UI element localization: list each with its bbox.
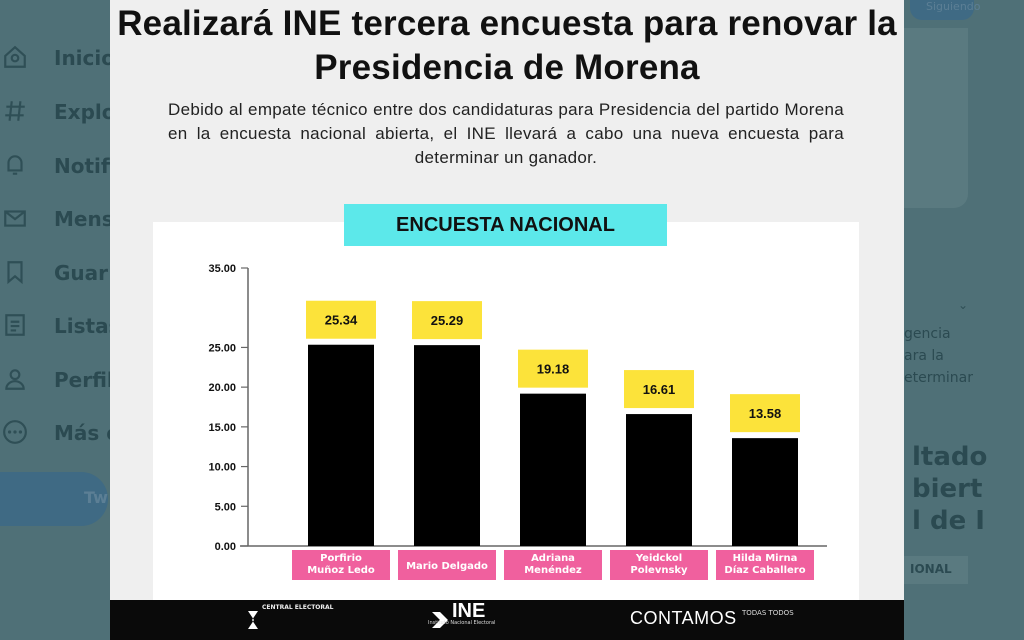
central-electoral-text: CENTRAL ELECTORAL xyxy=(262,604,334,611)
right-badge-label: IONAL xyxy=(910,562,952,576)
ine-logo-subtitle: Instituto Nacional Electoral xyxy=(428,620,496,626)
contamos-logo-text: CONTAMOS xyxy=(630,608,737,628)
data-label: 25.34 xyxy=(325,313,358,328)
tweet-button[interactable]: Tw xyxy=(0,472,108,526)
background-sidebar: Inicio Explo Notifi Mens Guar Listas Per… xyxy=(0,0,120,640)
right-headline-line: biert xyxy=(912,474,983,504)
nav-label: Explo xyxy=(54,100,116,124)
person-icon xyxy=(5,369,25,390)
category-label: Adriana xyxy=(531,553,575,564)
headline: Realizará INE tercera encuesta para reno… xyxy=(117,4,897,87)
bar xyxy=(520,393,586,546)
right-text-line: ara la xyxy=(904,348,944,364)
category-label: Menéndez xyxy=(524,564,582,576)
nav-item-home[interactable]: Inicio xyxy=(0,38,115,78)
contamos-logo-small: TODAS TODOS xyxy=(742,609,794,617)
data-label: 13.58 xyxy=(749,406,782,421)
home-icon xyxy=(4,45,26,68)
ine-logo-icon xyxy=(432,612,448,628)
category-label: Mario Delgado xyxy=(406,561,488,572)
category-label: Díaz Caballero xyxy=(724,564,805,576)
y-tick-label: 15.00 xyxy=(208,422,236,434)
bar xyxy=(626,414,692,546)
data-label-box xyxy=(412,301,482,340)
nav-item-lists[interactable]: Listas xyxy=(0,306,120,346)
chart-title: ENCUESTA NACIONAL xyxy=(344,204,667,246)
right-badge: IONAL xyxy=(904,556,968,584)
tweet-button-label: Tw xyxy=(84,488,108,507)
nav-item-explore[interactable]: Explo xyxy=(0,92,115,132)
list-icon xyxy=(5,314,25,336)
follow-pill[interactable]: Siguiendo xyxy=(910,0,981,20)
category-label-box xyxy=(398,550,496,580)
bell-icon xyxy=(7,155,23,175)
bar-chart: 0.00 5.00 10.00 15.00 20.00 25.00 35.00 25.34 Po… xyxy=(208,263,827,580)
category-label-box xyxy=(292,550,390,580)
chevron-down-icon[interactable]: ⌄ xyxy=(958,298,969,312)
nav-item-profile[interactable]: Perfil xyxy=(0,360,114,400)
more-icon xyxy=(3,420,27,444)
category-label-box xyxy=(504,550,602,580)
nav-label: Más o xyxy=(54,421,121,445)
nav-label: Inicio xyxy=(54,46,115,70)
data-label: 16.61 xyxy=(643,382,676,397)
category-label: Porfirio xyxy=(320,553,362,564)
right-headline-line: l de I xyxy=(912,506,985,536)
nav-label: Notifi xyxy=(54,154,116,178)
nav-item-bookmarks[interactable]: Guar xyxy=(0,253,110,293)
nav-label: Listas xyxy=(54,314,121,338)
category-label-box xyxy=(610,550,708,580)
mail-icon xyxy=(4,210,26,227)
bar xyxy=(414,345,480,546)
right-text-line: gencia xyxy=(904,326,951,342)
follow-pill-label: Siguiendo xyxy=(926,0,981,13)
data-label: 19.18 xyxy=(537,362,570,377)
nav-item-more[interactable]: Más o xyxy=(0,413,120,453)
data-label-box xyxy=(518,349,588,388)
bar xyxy=(308,344,374,546)
data-label-box xyxy=(730,394,800,433)
nav-label: Perfil xyxy=(54,368,114,392)
data-label: 25.29 xyxy=(431,313,464,328)
category-label-box xyxy=(716,550,814,580)
subtitle: Debido al empate técnico entre dos candi… xyxy=(168,100,844,167)
central-electoral-logo-icon xyxy=(248,611,258,629)
y-tick-label: 35.00 xyxy=(208,263,236,275)
data-label-box xyxy=(306,300,376,339)
right-headline-line: ltado xyxy=(912,442,988,472)
category-label: Polevnsky xyxy=(630,565,688,576)
y-tick-label: 0.00 xyxy=(215,541,236,553)
bookmark-icon xyxy=(7,261,23,285)
y-tick-label: 10.00 xyxy=(208,462,236,474)
hashtag-icon xyxy=(5,101,25,121)
y-tick-label: 20.00 xyxy=(208,382,236,394)
nav-label: Mens xyxy=(54,207,114,231)
nav-item-messages[interactable]: Mens xyxy=(0,199,114,239)
y-tick-label: 5.00 xyxy=(215,501,236,513)
nav-item-notifications[interactable]: Notifi xyxy=(0,146,116,186)
ine-logo-text: INE xyxy=(452,600,486,622)
data-label-box xyxy=(624,370,694,409)
right-text-line: eterminar xyxy=(904,370,973,386)
footer: CENTRAL ELECTORAL INE Instituto Nacional… xyxy=(110,600,904,640)
nav-label: Guar xyxy=(54,261,109,285)
right-card-image xyxy=(904,28,968,208)
bar xyxy=(732,438,798,546)
category-label: Hilda Mirna xyxy=(733,553,798,564)
background-right-column: Siguiendo ⌄ gencia ara la eterminar ltad… xyxy=(904,0,1024,640)
category-label: Muñoz Ledo xyxy=(307,565,375,576)
y-tick-label: 25.00 xyxy=(208,342,236,354)
category-label: Yeidckol xyxy=(635,553,682,564)
infographic: Realizará INE tercera encuesta para reno… xyxy=(110,0,904,640)
